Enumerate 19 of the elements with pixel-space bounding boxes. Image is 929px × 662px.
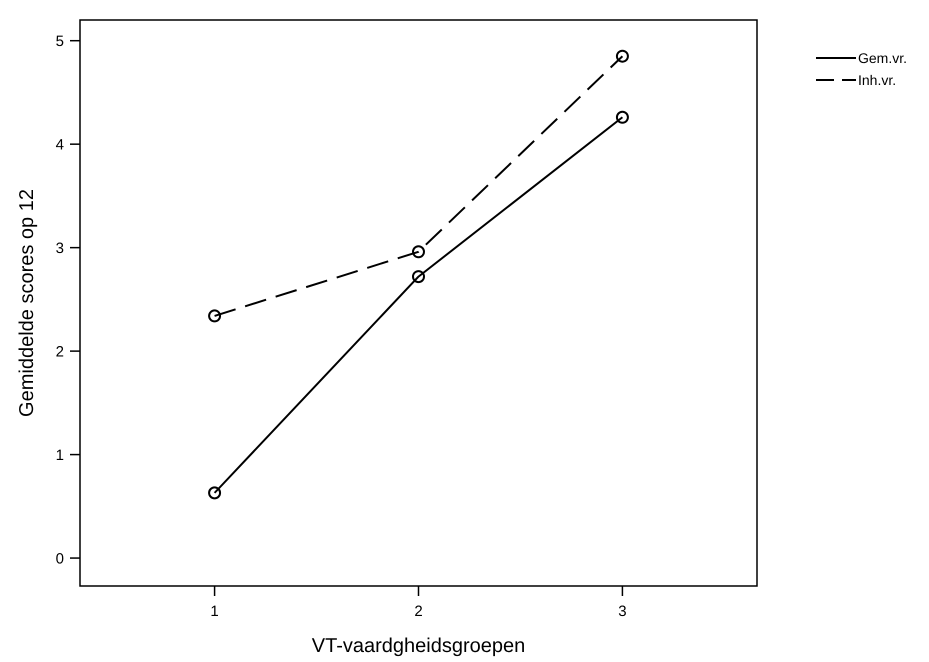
x-tick-label: 2: [414, 603, 423, 620]
y-tick-label: 4: [56, 136, 64, 154]
x-axis-title: VT-vaardgheidsgroepen: [312, 635, 526, 657]
y-tick-label: 2: [56, 343, 64, 360]
point: [412, 270, 425, 284]
x-tick-label: 1: [210, 603, 219, 620]
point: [616, 50, 629, 63]
point: [412, 245, 425, 258]
y-tick-label: 0: [56, 550, 64, 568]
y-axis-title: Gemiddelde scores op 12: [16, 189, 38, 417]
y-tick-label: 3: [56, 240, 64, 257]
point: [208, 309, 222, 322]
y-tick-label: 5: [56, 32, 64, 50]
point: [208, 486, 222, 500]
x-tick-label: 3: [618, 603, 627, 620]
legend-label: Gem.vr.: [858, 50, 908, 66]
legend-label: Inh.vr.: [858, 72, 896, 88]
point: [616, 110, 629, 124]
y-tick-label: 1: [56, 446, 64, 464]
